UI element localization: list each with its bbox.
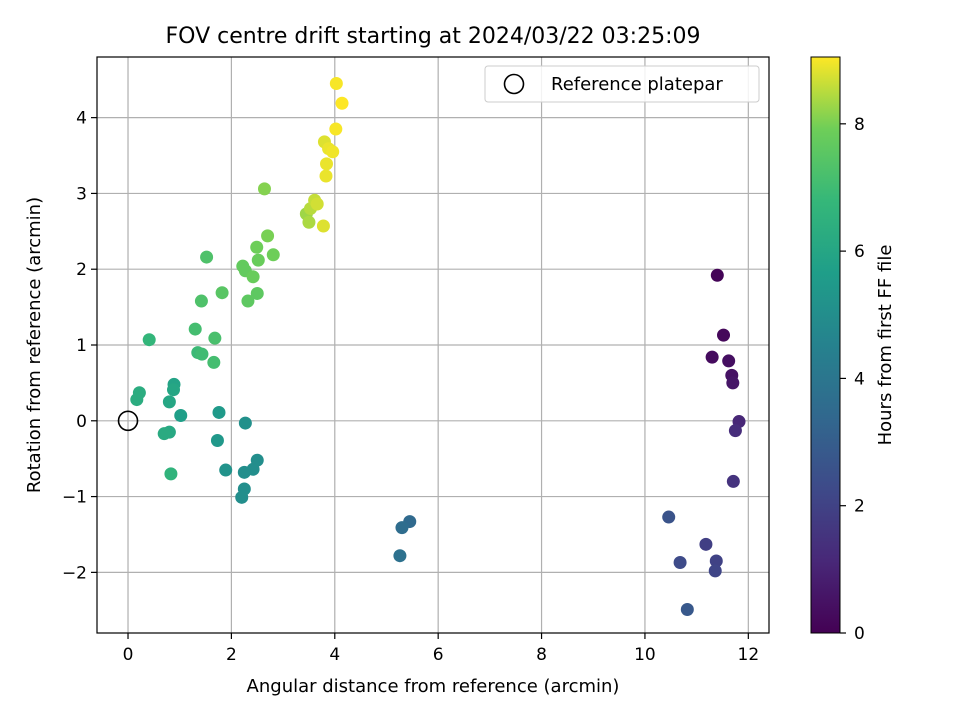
data-point	[188, 322, 202, 336]
colorbar-ticks: 0 2 4 6 8	[840, 115, 865, 644]
legend-reference-marker	[503, 73, 525, 95]
data-point	[167, 383, 181, 397]
data-point	[302, 215, 316, 229]
data-point	[208, 331, 222, 345]
y-tick-label: 3	[76, 184, 87, 204]
data-point	[162, 395, 176, 409]
data-point	[246, 270, 260, 284]
x-tick-label: 4	[329, 645, 340, 665]
data-point	[708, 564, 722, 578]
data-point	[726, 474, 740, 488]
data-point	[130, 393, 144, 407]
x-tick-label: 8	[536, 645, 547, 665]
data-point	[207, 355, 221, 369]
y-tick-label: 1	[76, 336, 87, 356]
x-axis-ticks: 0 2 4 6 8 10 12	[123, 633, 760, 665]
data-point	[241, 294, 255, 308]
data-point	[251, 253, 265, 267]
colorbar-tick-label: 2	[854, 497, 865, 517]
data-point	[257, 182, 271, 196]
y-tick-label: −2	[62, 563, 87, 583]
colorbar-tick-label: 8	[854, 115, 865, 135]
x-tick-label: 12	[738, 645, 760, 665]
data-point	[316, 219, 330, 233]
y-tick-label: 4	[76, 109, 87, 129]
data-point	[219, 463, 233, 477]
grid-lines	[97, 57, 769, 633]
reference-platepar-marker	[117, 410, 139, 432]
y-axis-ticks: −2 −1 0 1 2 3 4	[62, 109, 97, 583]
data-point	[326, 145, 340, 159]
data-point	[335, 96, 349, 110]
data-point	[164, 467, 178, 481]
data-point	[329, 77, 343, 91]
data-point	[174, 408, 188, 422]
y-tick-label: 2	[76, 260, 87, 280]
legend: Reference platepar	[484, 65, 760, 103]
x-tick-label: 6	[433, 645, 444, 665]
x-tick-label: 10	[634, 645, 656, 665]
data-point	[215, 286, 229, 300]
data-point	[238, 416, 252, 430]
data-point	[673, 556, 687, 570]
data-point	[212, 405, 226, 419]
data-point	[329, 122, 343, 136]
data-point	[250, 240, 264, 254]
colorbar-tick-label: 4	[854, 369, 865, 389]
colorbar-tick-label: 0	[854, 624, 865, 644]
data-point	[705, 350, 719, 364]
y-tick-label: 0	[76, 412, 87, 432]
colorbar-tick-label: 6	[854, 242, 865, 262]
data-point	[157, 427, 171, 441]
legend-label: Reference platepar	[551, 74, 723, 95]
y-axis-label: Rotation from reference (arcmin)	[24, 197, 45, 493]
chart-title: FOV centre drift starting at 2024/03/22 …	[166, 24, 701, 49]
data-point	[235, 490, 249, 504]
colorbar-label: Hours from first FF file	[875, 245, 896, 446]
data-point	[726, 376, 740, 390]
data-point	[662, 510, 676, 524]
data-point	[261, 229, 275, 243]
data-point	[710, 268, 724, 282]
data-point	[319, 169, 333, 183]
x-tick-label: 0	[123, 645, 134, 665]
colorbar: 0 2 4 6 8 Hours from first FF file	[810, 56, 896, 644]
data-point	[680, 603, 694, 617]
data-point	[195, 347, 209, 361]
data-point	[722, 354, 736, 368]
data-point	[266, 248, 280, 262]
data-point	[395, 521, 409, 535]
data-point	[310, 197, 324, 211]
data-point	[728, 424, 742, 438]
data-point	[709, 554, 723, 568]
data-points	[130, 77, 746, 617]
data-point	[393, 549, 407, 563]
x-axis-label: Angular distance from reference (arcmin)	[247, 676, 620, 697]
data-point	[699, 537, 713, 551]
legend-box	[484, 65, 760, 103]
data-point	[717, 328, 731, 342]
data-point	[200, 250, 214, 264]
data-point	[142, 333, 156, 347]
colorbar-gradient	[810, 56, 841, 634]
x-tick-label: 2	[226, 645, 237, 665]
y-tick-label: −1	[62, 488, 87, 508]
data-point	[210, 433, 224, 447]
data-point	[237, 465, 251, 479]
data-point	[320, 157, 334, 171]
data-point	[250, 286, 264, 300]
data-point	[194, 294, 208, 308]
